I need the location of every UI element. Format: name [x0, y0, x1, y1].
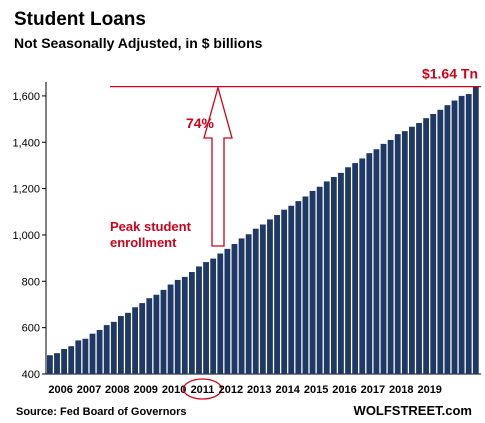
bar [89, 333, 96, 374]
bar [267, 219, 273, 374]
x-tick-label: 2008 [105, 384, 129, 396]
x-tick-label: 2015 [304, 384, 328, 396]
x-axis: 2006 2007 2008 2009 2010 2011 2012 2013 2014 2015… [48, 378, 442, 400]
bar [401, 131, 408, 374]
bar [380, 143, 387, 374]
bar [82, 338, 89, 374]
y-tick-label: 600 [22, 323, 40, 335]
percent-growth-label: 74% [186, 115, 215, 131]
x-tick-label: 2011 [191, 384, 215, 396]
peak-enrollment-label: Peak student [110, 219, 192, 234]
bar [437, 109, 444, 374]
bar [416, 123, 422, 375]
x-tick-label: 2017 [361, 384, 385, 396]
bar [409, 126, 415, 374]
bar [252, 228, 259, 374]
bar [444, 105, 451, 375]
y-tick-label: 400 [22, 369, 40, 381]
bar [47, 355, 53, 374]
bar [160, 289, 167, 374]
highlight-circle [182, 378, 223, 400]
bar [387, 139, 394, 374]
bar [96, 329, 103, 374]
bar [302, 196, 309, 374]
y-tick-label: 1,400 [12, 137, 40, 149]
bar [430, 113, 437, 374]
x-tick-label: 2006 [48, 384, 72, 396]
bar [274, 215, 280, 374]
x-tick-label: 2010 [162, 384, 186, 396]
bar [245, 234, 252, 374]
bar [224, 248, 231, 374]
bar [458, 95, 465, 375]
bar [167, 284, 174, 374]
bar [132, 307, 138, 374]
bar [323, 181, 330, 374]
x-tick-label: 2009 [133, 384, 157, 396]
x-tick-label: 2018 [389, 384, 413, 396]
bar [330, 177, 337, 374]
bar [75, 340, 82, 374]
bar [203, 262, 209, 374]
bar [117, 316, 124, 374]
x-tick-label: 2013 [247, 384, 271, 396]
chart-subtitle: Not Seasonally Adjusted, in $ billions [14, 35, 263, 51]
bar [394, 134, 401, 374]
bar [295, 201, 302, 374]
bar [465, 94, 472, 375]
bar [309, 190, 316, 374]
bar [217, 253, 224, 374]
bar [146, 298, 153, 374]
x-tick-label: 2016 [332, 384, 356, 396]
bar [210, 258, 217, 374]
bar [451, 100, 458, 374]
bar [373, 149, 380, 374]
bar [423, 118, 430, 375]
bar [259, 224, 266, 374]
peak-value-label: $1.64 Tn [422, 66, 478, 82]
x-tick-label: 2014 [275, 384, 300, 396]
y-tick-label: 1,000 [12, 230, 40, 242]
bar [345, 167, 351, 374]
peak-enrollment-label: enrollment [110, 235, 177, 250]
x-tick-label: 2007 [77, 384, 101, 396]
bar [352, 163, 359, 374]
bar [125, 312, 131, 374]
brand-label: WOLFSTREET.com [354, 403, 472, 418]
bar [68, 346, 75, 374]
bar [316, 186, 323, 374]
bar [288, 205, 295, 374]
bar [181, 276, 188, 374]
bar [139, 303, 146, 374]
bar [188, 272, 195, 374]
bar [103, 325, 110, 374]
bar [61, 348, 68, 374]
growth-arrow [203, 85, 233, 247]
y-tick-label: 1,600 [12, 91, 40, 103]
source-note: Source: Fed Board of Governors [16, 406, 187, 418]
bar [366, 153, 373, 374]
bar-series [47, 86, 479, 375]
bar [153, 294, 160, 374]
y-tick-label: 1,200 [12, 184, 40, 196]
chart-title: Student Loans [14, 9, 146, 30]
bar [110, 321, 117, 374]
bar [231, 243, 238, 374]
bar [472, 86, 479, 374]
y-tick-label: 800 [22, 276, 40, 288]
bar [174, 279, 181, 374]
bar [238, 238, 245, 374]
x-tick-label: 2012 [219, 384, 243, 396]
bar [359, 158, 366, 374]
x-tick-label: 2019 [417, 384, 441, 396]
bar [54, 353, 60, 374]
bar [338, 172, 344, 374]
bar [281, 209, 288, 374]
bar [196, 266, 202, 374]
